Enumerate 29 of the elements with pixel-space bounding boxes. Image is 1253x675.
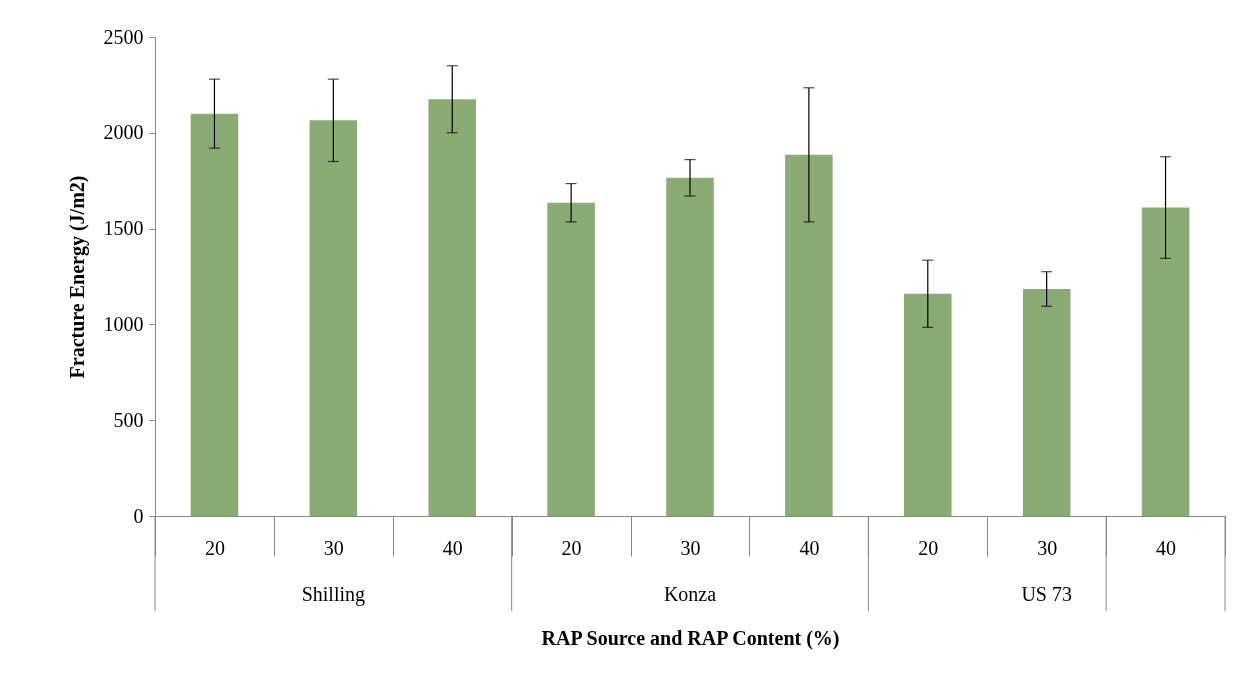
bar (904, 293, 952, 516)
bar (309, 120, 358, 516)
bar (1141, 207, 1190, 516)
x-tick-label: 40 (799, 536, 820, 559)
x-tick-label: 20 (561, 536, 582, 559)
x-tick-label: 40 (1156, 536, 1177, 559)
bar (666, 177, 714, 516)
y-tick-label: 0 (133, 504, 144, 527)
y-tick-label: 2000 (103, 121, 144, 144)
text: Konza (663, 583, 717, 605)
y-tick-label: 2500 (103, 25, 144, 48)
y-axis-title: Fracture Energy (J/m2) (65, 175, 89, 379)
bar (785, 154, 833, 516)
y-tick-label: 1000 (103, 312, 144, 335)
bar (428, 99, 476, 516)
x-tick-label: 40 (442, 536, 463, 559)
x-tick-label: 20 (918, 536, 939, 559)
text: Shilling (301, 583, 366, 606)
bar (547, 202, 595, 516)
x-tick-label: 20 (204, 536, 225, 559)
text: US 73 (1021, 583, 1072, 605)
x-tick-label: 30 (323, 536, 344, 559)
y-tick-label: 500 (113, 408, 144, 431)
y-tick-label: 1500 (103, 217, 144, 240)
bar (190, 113, 239, 516)
x-tick-label: 30 (1037, 536, 1058, 559)
x-axis-title: RAP Source and RAP Content (%) (541, 626, 840, 650)
bar (1022, 288, 1071, 516)
x-tick-label: 30 (680, 536, 701, 559)
